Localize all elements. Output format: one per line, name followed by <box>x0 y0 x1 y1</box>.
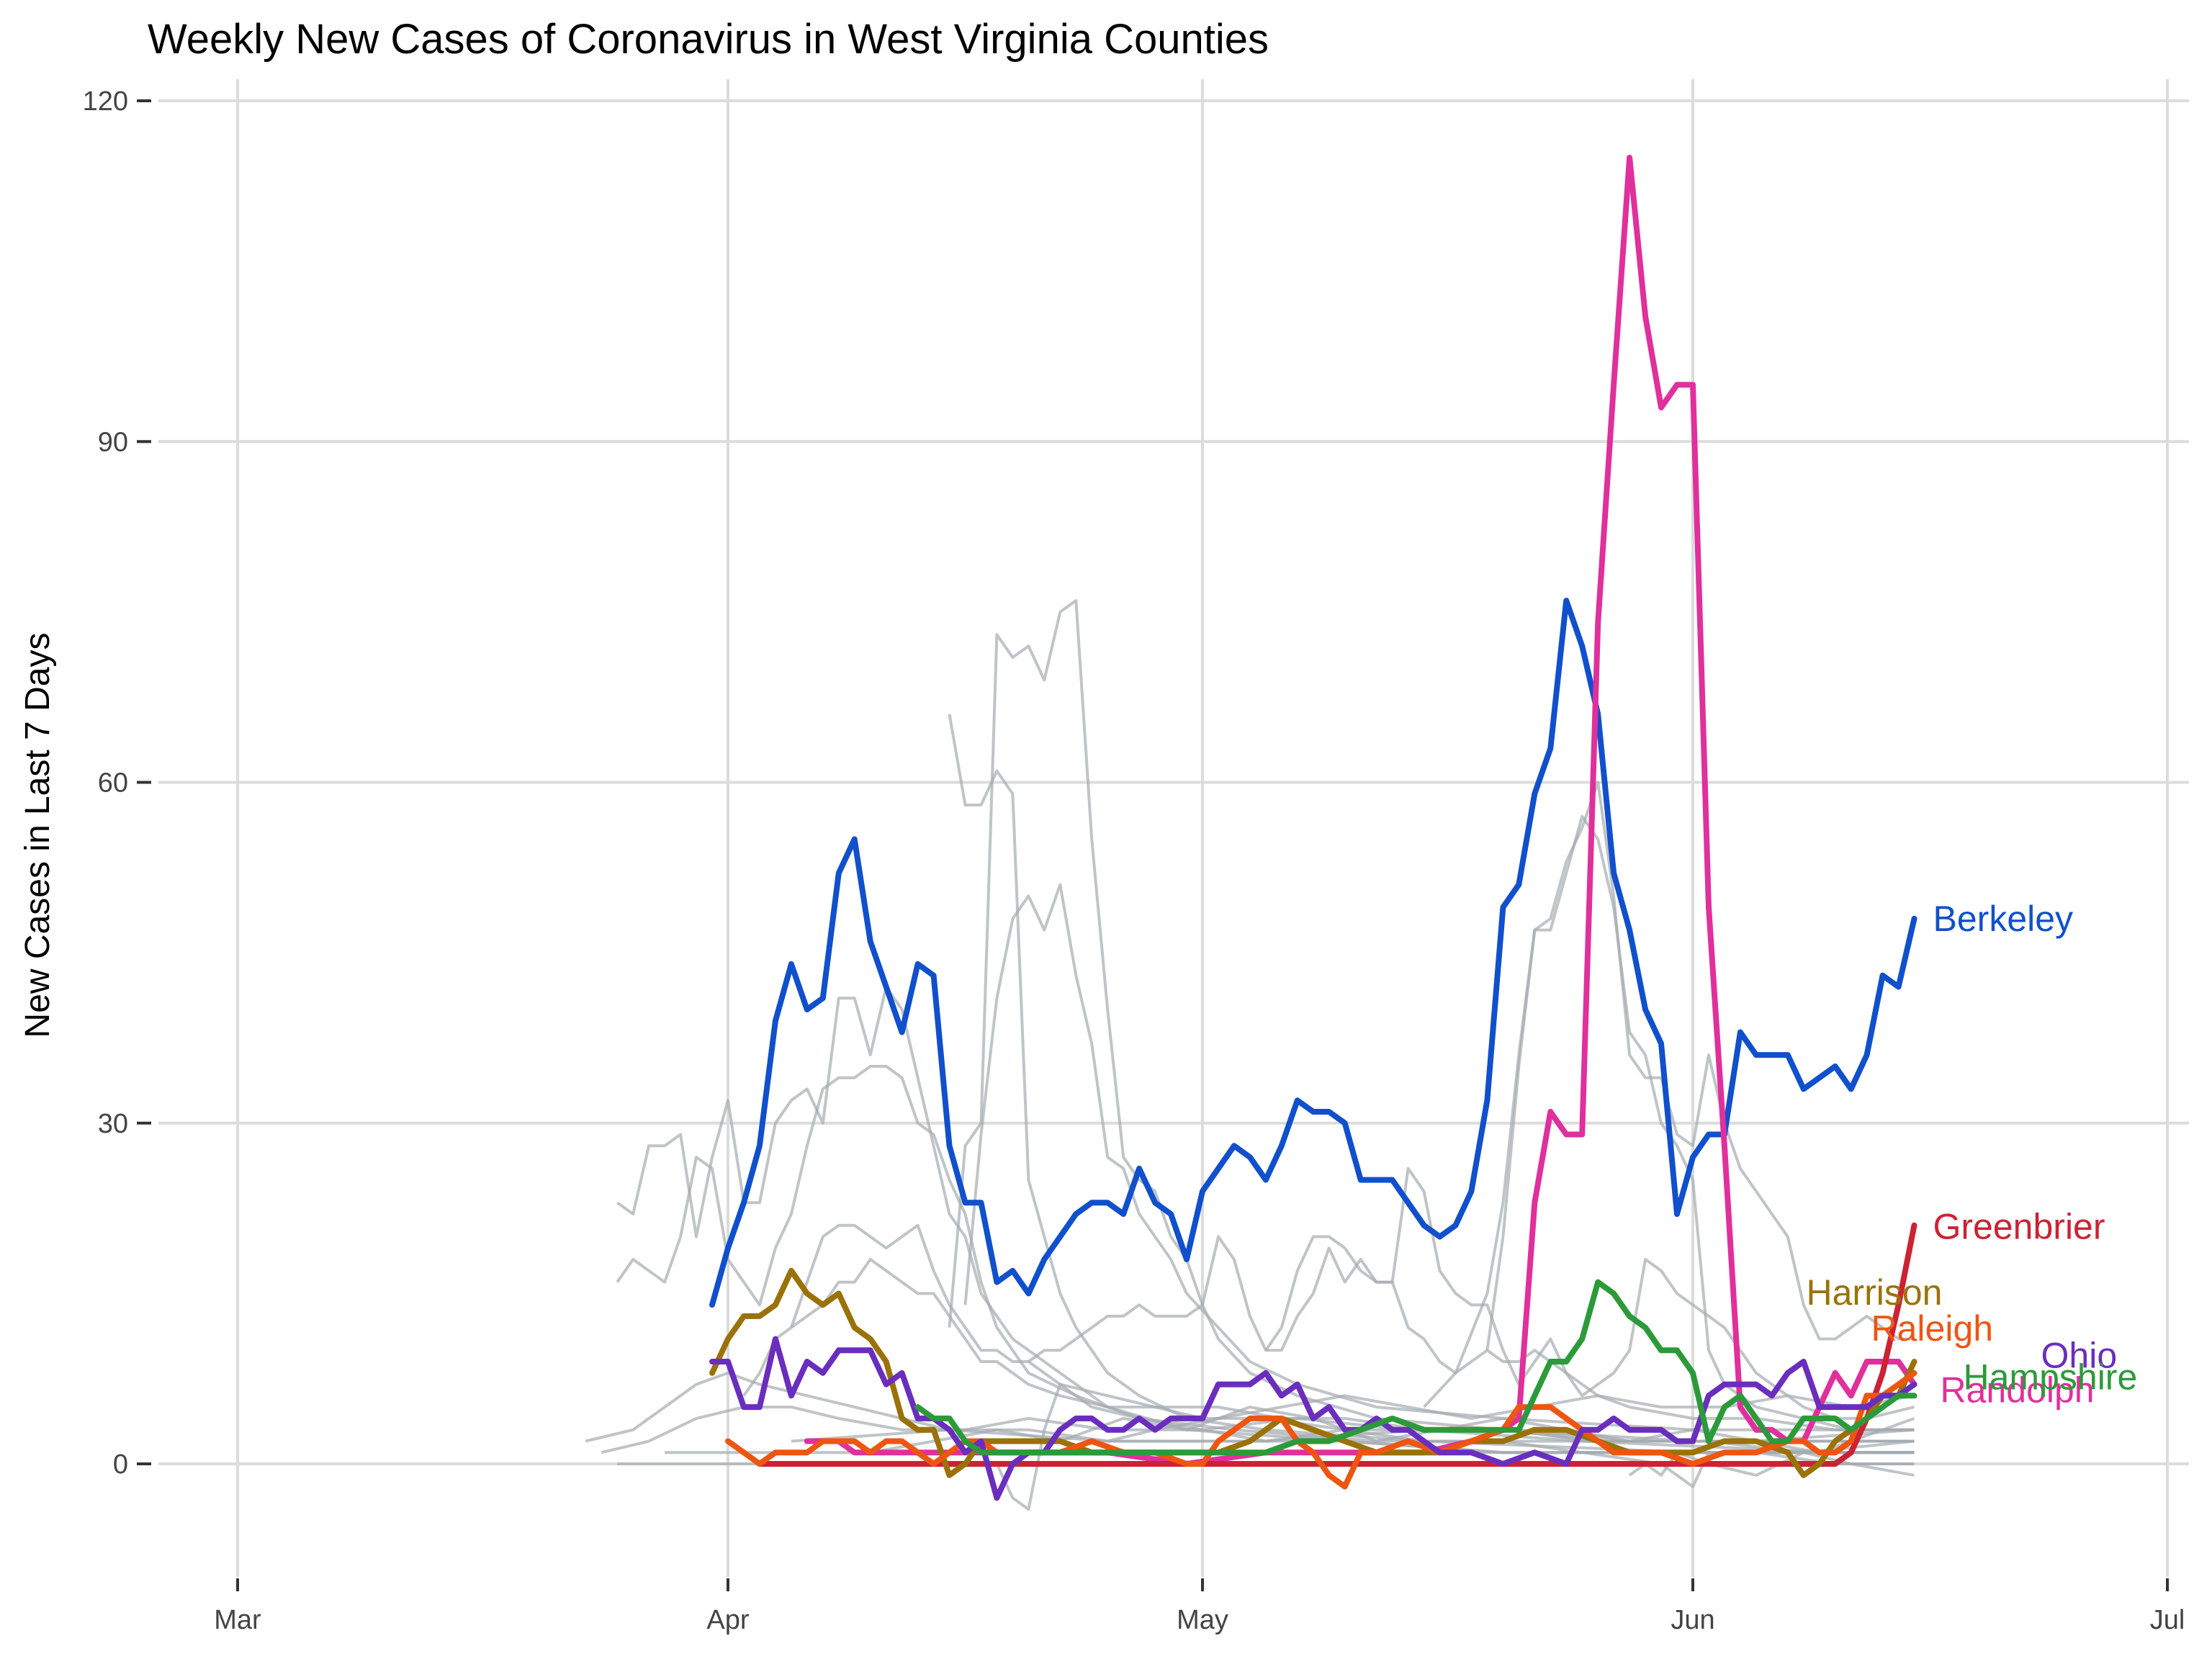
background-series-line <box>1264 1166 1915 1420</box>
y-tick-label: 30 <box>98 1109 128 1139</box>
x-tick-label: Jun <box>1671 1605 1714 1635</box>
series-label-harrison: Harrison <box>1807 1272 1943 1313</box>
series-line-berkeley <box>709 598 1917 1308</box>
series-line-ohio <box>709 1336 1917 1501</box>
chart-title: Weekly New Cases of Coronavirus in West … <box>148 16 1269 63</box>
series-line-greenbrier <box>756 1222 1917 1467</box>
background-series-line <box>1423 781 1915 1408</box>
y-tick-label: 0 <box>113 1449 128 1480</box>
y-tick-label: 90 <box>98 427 128 457</box>
series-label-ohio: Ohio <box>2041 1336 2118 1376</box>
x-tick-label: May <box>1177 1605 1228 1635</box>
background-series-line <box>948 714 1915 1455</box>
series-end-labels: Berkeley Randolph Greenbrier HarrisonRaleig… <box>1807 899 2138 1411</box>
grid-lines <box>158 79 2189 1577</box>
series-label-randolph: Randolph <box>1941 1370 2095 1411</box>
series-line-hampshire <box>914 1279 1917 1456</box>
series-label-raleigh: Raleigh <box>1871 1308 1994 1349</box>
y-axis-title: New Cases in Last 7 Days <box>19 633 57 1038</box>
background-series-line <box>601 1406 1915 1455</box>
series-line-raleigh <box>725 1370 1917 1490</box>
y-tick-label: 60 <box>98 768 128 799</box>
series-label-greenbrier: Greenbrier <box>1933 1207 2105 1247</box>
y-tick-label: 120 <box>83 86 128 117</box>
background-series-line <box>963 883 1915 1431</box>
x-tick-label: Jul <box>2150 1605 2185 1635</box>
x-tick-label: Apr <box>706 1605 749 1635</box>
x-tick-label: Mar <box>214 1605 261 1635</box>
background-series-line <box>1107 1394 1915 1443</box>
series-label-hampshire: Hampshire <box>1964 1357 2138 1397</box>
axis-ticks: 0 30 60 90 120 Mar Apr May Jun Jul <box>83 86 2185 1635</box>
background-series-line <box>948 599 1915 1443</box>
series-label-berkeley: Berkeley <box>1933 899 2074 939</box>
highlighted-series-group <box>709 154 1917 1501</box>
